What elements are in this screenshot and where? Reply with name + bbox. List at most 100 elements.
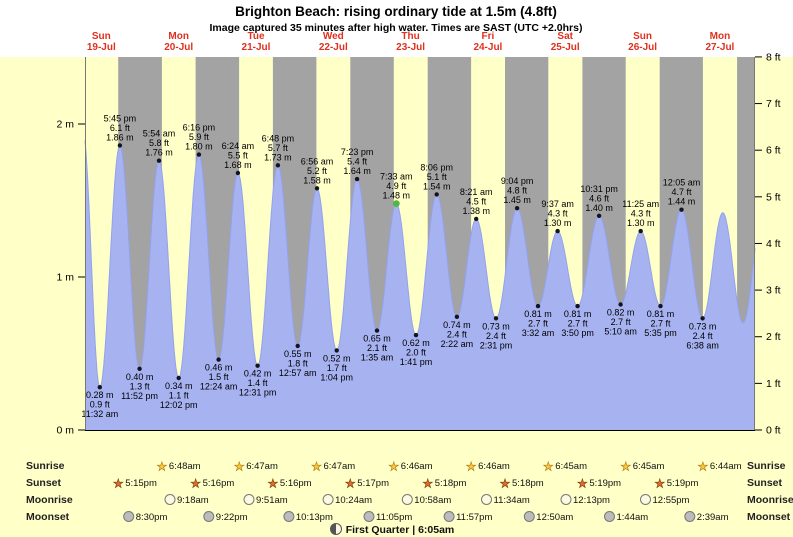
- tide-annotation-text: 1.48 m: [383, 191, 411, 201]
- high-tide-annotation: 8:21 am4.5 ft1.38 m: [460, 187, 493, 222]
- tide-annotation-text: 1.44 m: [668, 197, 696, 207]
- left-axis-tick-label: 1 m: [56, 272, 74, 284]
- astro-event-time: 11:05pm: [376, 512, 412, 523]
- tide-annotation-text: 6.1 ft: [110, 123, 131, 133]
- tide-extreme-dot: [97, 385, 103, 390]
- low-tide-annotation: 0.81 m2.7 ft5:35 pm: [644, 303, 677, 338]
- tide-annotation-text: 1.58 m: [303, 175, 331, 185]
- tide-annotation-text: 2:31 pm: [480, 340, 513, 350]
- tide-annotation-text: 11:25 am: [622, 199, 659, 209]
- day-date-label: 27-Jul: [705, 42, 734, 53]
- astro-event-time: 6:44am: [710, 461, 742, 472]
- astronomy-layer: Sunrise Sunrise★ 6:48am ★ 6:47am ★ 6:47am ★ 6:46…: [26, 459, 793, 523]
- right-axis-tick-label: 2 ft: [766, 331, 781, 343]
- moonset-icon: [604, 511, 615, 522]
- tide-annotation-text: 0.73 m: [689, 321, 717, 331]
- day-name-label: Wed: [323, 31, 344, 42]
- high-tide-annotation: 7:33 am4.9 ft1.48 m: [380, 172, 413, 208]
- tide-extreme-dot: [374, 328, 380, 333]
- tide-curve-line: [84, 140, 756, 388]
- sunrise-star-icon: ★: [234, 460, 245, 474]
- day-date-label: 22-Jul: [319, 42, 348, 53]
- tide-extreme-dot: [275, 163, 281, 168]
- tide-annotation-text: 1.73 m: [264, 152, 292, 162]
- astro-event-time: 5:18pm: [512, 478, 544, 489]
- sunrise-star-icon: ★: [698, 460, 709, 474]
- low-tide-annotation: 0.82 m2.7 ft5:10 am: [604, 302, 637, 337]
- tide-annotation-text: 5:54 am: [143, 129, 176, 139]
- astro-event-time: 9:22pm: [216, 512, 248, 523]
- astro-event-time: 6:45am: [633, 461, 665, 472]
- tide-annotation-text: 3:32 am: [522, 328, 555, 338]
- astro-row-label-left: Sunset: [26, 477, 62, 489]
- high-tide-annotation: 6:24 am5.5 ft1.68 m: [222, 141, 254, 176]
- tide-annotation-text: 0.9 ft: [90, 400, 111, 410]
- day-name-label: Mon: [168, 31, 189, 42]
- left-axis-tick-label: 0 m: [56, 425, 74, 437]
- tide-annotation-text: 0.81 m: [524, 309, 552, 319]
- high-tide-annotation: 6:16 pm5.9 ft1.80 m: [183, 123, 216, 157]
- low-tide-annotation: 0.73 m2.4 ft6:38 am: [686, 316, 719, 350]
- tide-annotation-text: 2:22 am: [441, 339, 474, 349]
- day-name-label: Sun: [633, 31, 652, 42]
- moonset-icon: [684, 511, 696, 522]
- sunset-star-icon: ★: [577, 477, 588, 491]
- high-tide-annotation: 9:04 pm4.8 ft1.45 m: [501, 176, 533, 211]
- tide-annotation-text: 10:31 pm: [580, 184, 618, 194]
- tide-annotation-text: 8:21 am: [460, 187, 493, 197]
- tide-annotation-text: 0.62 m: [402, 338, 430, 348]
- tide-annotation-text: 1.64 m: [343, 166, 371, 176]
- tide-annotation-text: 4.3 ft: [631, 209, 652, 219]
- sunset-star-icon: ★: [422, 477, 433, 491]
- sunset-star-icon: ★: [190, 477, 201, 491]
- moonset-icon: [523, 511, 535, 522]
- high-tide-annotation: 5:45 pm6.1 ft1.86 m: [104, 113, 137, 148]
- low-tide-annotation: 0.65 m2.1 ft1:35 am: [361, 328, 393, 363]
- astro-row-label-left: Moonrise: [26, 494, 73, 506]
- moonset-icon: [203, 511, 215, 522]
- tide-extreme-dot: [493, 316, 499, 321]
- tide-annotation-text: 0.55 m: [284, 349, 312, 359]
- astro-event-time: 6:46am: [478, 461, 510, 472]
- astro-event-time: 6:45am: [555, 461, 587, 472]
- astro-event-time: 10:13pm: [296, 512, 333, 523]
- astro-event-time: 11:57pm: [456, 512, 492, 523]
- page-subtitle: Image captured 35 minutes after high wat…: [210, 22, 583, 34]
- tide-annotation-text: 5:35 pm: [644, 328, 677, 338]
- tide-annotation-text: 2.7 ft: [568, 319, 589, 329]
- astro-row-label-right: Moonset: [747, 511, 791, 523]
- moon-phase-label: First Quarter | 6:05am: [346, 524, 455, 536]
- astro-event-time: 5:15pm: [125, 478, 157, 489]
- sunrise-star-icon: ★: [157, 460, 168, 474]
- tide-annotation-text: 5:45 pm: [104, 113, 137, 123]
- right-axis-tick-label: 4 ft: [766, 238, 781, 250]
- tide-extreme-dot: [176, 375, 181, 381]
- astro-event-time: 8:30pm: [136, 512, 168, 523]
- tide-annotation-text: 7:23 pm: [341, 147, 374, 157]
- tide-annotation-text: 4.6 ft: [589, 193, 610, 203]
- astro-event-time: 6:48am: [169, 461, 201, 472]
- day-name-label: Fri: [482, 31, 495, 42]
- sunset-star-icon: ★: [268, 477, 279, 491]
- tide-annotation-text: 4.9 ft: [386, 181, 407, 191]
- tide-annotation-text: 6:16 pm: [183, 123, 216, 133]
- tide-extreme-dot: [434, 192, 439, 197]
- astro-event-time: 5:17pm: [357, 478, 389, 489]
- astro-event-time: 11:34am: [494, 495, 530, 506]
- day-date-label: 20-Jul: [164, 42, 193, 53]
- tide-annotation-text: 12:24 am: [200, 382, 238, 392]
- tide-annotation-text: 1.45 m: [503, 195, 531, 205]
- tide-annotation-text: 1.4 ft: [248, 378, 269, 388]
- tide-extreme-dot: [514, 206, 520, 211]
- day-name-label: Tue: [247, 31, 264, 42]
- left-axis-tick-label: 2 m: [56, 119, 74, 131]
- astro-event-time: 10:58am: [414, 495, 451, 506]
- tide-extreme-dot: [596, 213, 602, 218]
- tide-annotation-text: 0.52 m: [323, 353, 351, 363]
- day-labels-layer: Sun19-JulMon20-JulTue21-JulWed22-JulThu2…: [87, 31, 735, 53]
- astro-event-time: 6:47am: [324, 461, 356, 472]
- high-tide-annotation: 12:05 am4.7 ft1.44 m: [663, 178, 700, 212]
- tide-annotation-text: 9:37 am: [541, 199, 574, 209]
